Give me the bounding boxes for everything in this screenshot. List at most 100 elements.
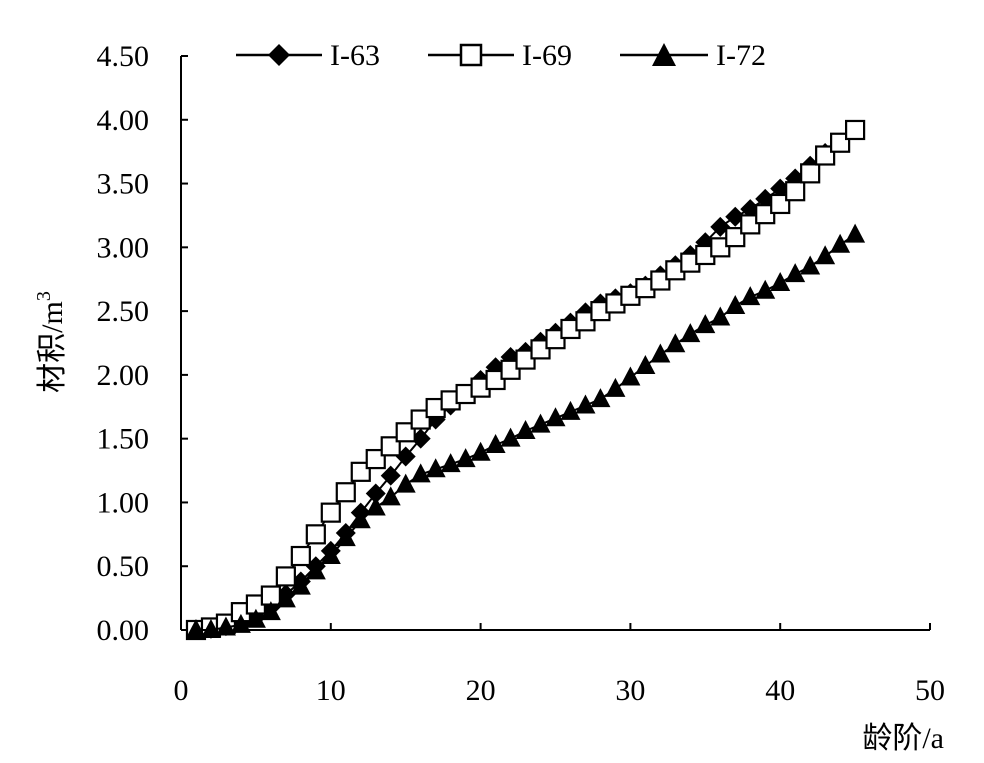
data-point-i69 (365, 448, 386, 470)
data-point-i72 (785, 263, 806, 283)
x-axis-title: 龄阶/a (862, 722, 944, 755)
data-point-i72 (590, 388, 611, 408)
data-point-i72 (485, 434, 506, 454)
data-point-i72 (800, 255, 821, 275)
y-axis-title: 材积/m3 (33, 291, 69, 393)
data-point-i72 (725, 295, 746, 315)
series-i72 (185, 223, 866, 638)
legend-label-i69: I-69 (522, 39, 572, 72)
data-point-i72 (320, 545, 341, 565)
data-point-i72 (290, 575, 311, 595)
data-point-i69 (830, 132, 851, 153)
data-point-i69 (335, 482, 356, 503)
y-tick-label: 2.00 (97, 359, 150, 392)
data-point-i69 (710, 237, 731, 258)
series-i69 (185, 119, 866, 641)
data-point-i69 (844, 119, 866, 141)
data-point-i72 (275, 588, 296, 608)
data-point-i69 (515, 349, 536, 370)
data-point-i69 (275, 566, 296, 587)
data-point-i72 (455, 448, 476, 468)
y-axis-title-sup: 3 (33, 291, 55, 301)
x-tick-label: 20 (466, 674, 496, 707)
y-ticks: 0.00 0.50 1.00 1.50 2.00 2.50 3.00 3.50 4.00 4.50 (97, 40, 188, 647)
data-point-i72 (200, 619, 221, 638)
data-point-i72 (545, 407, 566, 427)
data-point-i72 (635, 354, 656, 374)
data-point-i72 (185, 619, 206, 638)
data-point-i69 (800, 163, 821, 184)
data-point-i72 (755, 279, 776, 299)
data-point-i72 (830, 233, 851, 253)
data-point-i72 (770, 272, 791, 292)
data-point-i72 (815, 245, 836, 265)
legend-marker-square (459, 43, 483, 67)
data-point-i69 (650, 270, 671, 291)
data-point-i63 (365, 483, 386, 504)
data-point-i72 (500, 427, 521, 447)
data-point-i69 (500, 359, 521, 380)
data-point-i72 (305, 560, 326, 580)
data-point-i72 (680, 323, 701, 343)
x-tick-label: 30 (615, 674, 645, 707)
legend-marker-triangle (652, 43, 676, 66)
x-tick-label: 0 (174, 674, 189, 707)
data-point-i72 (395, 473, 416, 493)
data-point-i69 (320, 502, 341, 523)
data-point-i72 (665, 333, 686, 353)
y-tick-label: 2.50 (97, 295, 150, 328)
data-point-i72 (230, 613, 251, 633)
data-point-i72 (215, 616, 236, 636)
data-point-i69 (350, 461, 371, 482)
data-point-i72 (560, 400, 581, 420)
y-tick-label: 3.50 (97, 168, 150, 201)
data-point-i69 (770, 193, 791, 215)
y-tick-label: 0.50 (97, 550, 150, 583)
data-point-i72 (575, 394, 596, 414)
data-point-i69 (755, 204, 776, 225)
legend-item-i69: I-69 (428, 39, 572, 72)
data-point-i72 (620, 366, 641, 386)
data-point-i72 (695, 314, 716, 334)
series-i63 (185, 119, 866, 640)
data-point-i69 (290, 545, 311, 567)
y-tick-label: 4.50 (97, 40, 150, 73)
data-point-i72 (470, 441, 491, 461)
data-point-i69 (740, 214, 761, 235)
data-point-i72 (515, 420, 536, 440)
data-point-i69 (485, 369, 506, 391)
data-point-i69 (380, 436, 401, 457)
data-point-i72 (605, 377, 626, 397)
legend-item-i63: I-63 (236, 39, 380, 72)
data-point-i72 (410, 463, 431, 483)
data-point-i69 (395, 422, 416, 443)
data-point-i72 (440, 453, 461, 473)
y-axis-title-main: 材积/m (36, 301, 69, 393)
legend-item-i72: I-72 (620, 39, 766, 72)
data-point-i69 (575, 311, 596, 332)
data-point-i69 (785, 181, 806, 202)
y-tick-label: 1.50 (97, 423, 150, 456)
x-tick-label: 50 (915, 674, 945, 707)
data-point-i69 (530, 339, 551, 360)
legend: I-63 I-69 I-72 (236, 39, 766, 72)
legend-label-i63: I-63 (330, 39, 380, 72)
data-point-i69 (815, 145, 836, 166)
data-point-i69 (545, 329, 566, 350)
data-point-i63 (380, 465, 401, 486)
x-ticks: 0 10 20 30 40 50 (174, 623, 945, 707)
data-point-i72 (380, 486, 401, 506)
data-point-i72 (710, 306, 731, 326)
x-tick-label: 10 (316, 674, 346, 707)
series-layer (185, 119, 866, 641)
data-point-i72 (365, 496, 386, 516)
y-tick-label: 0.00 (97, 614, 150, 647)
y-tick-label: 3.00 (97, 231, 150, 264)
data-point-i72 (845, 223, 866, 243)
x-tick-label: 40 (765, 674, 795, 707)
legend-marker-diamond (268, 44, 290, 66)
data-point-i72 (335, 527, 356, 547)
data-point-i72 (530, 413, 551, 433)
data-point-i69 (305, 524, 326, 545)
